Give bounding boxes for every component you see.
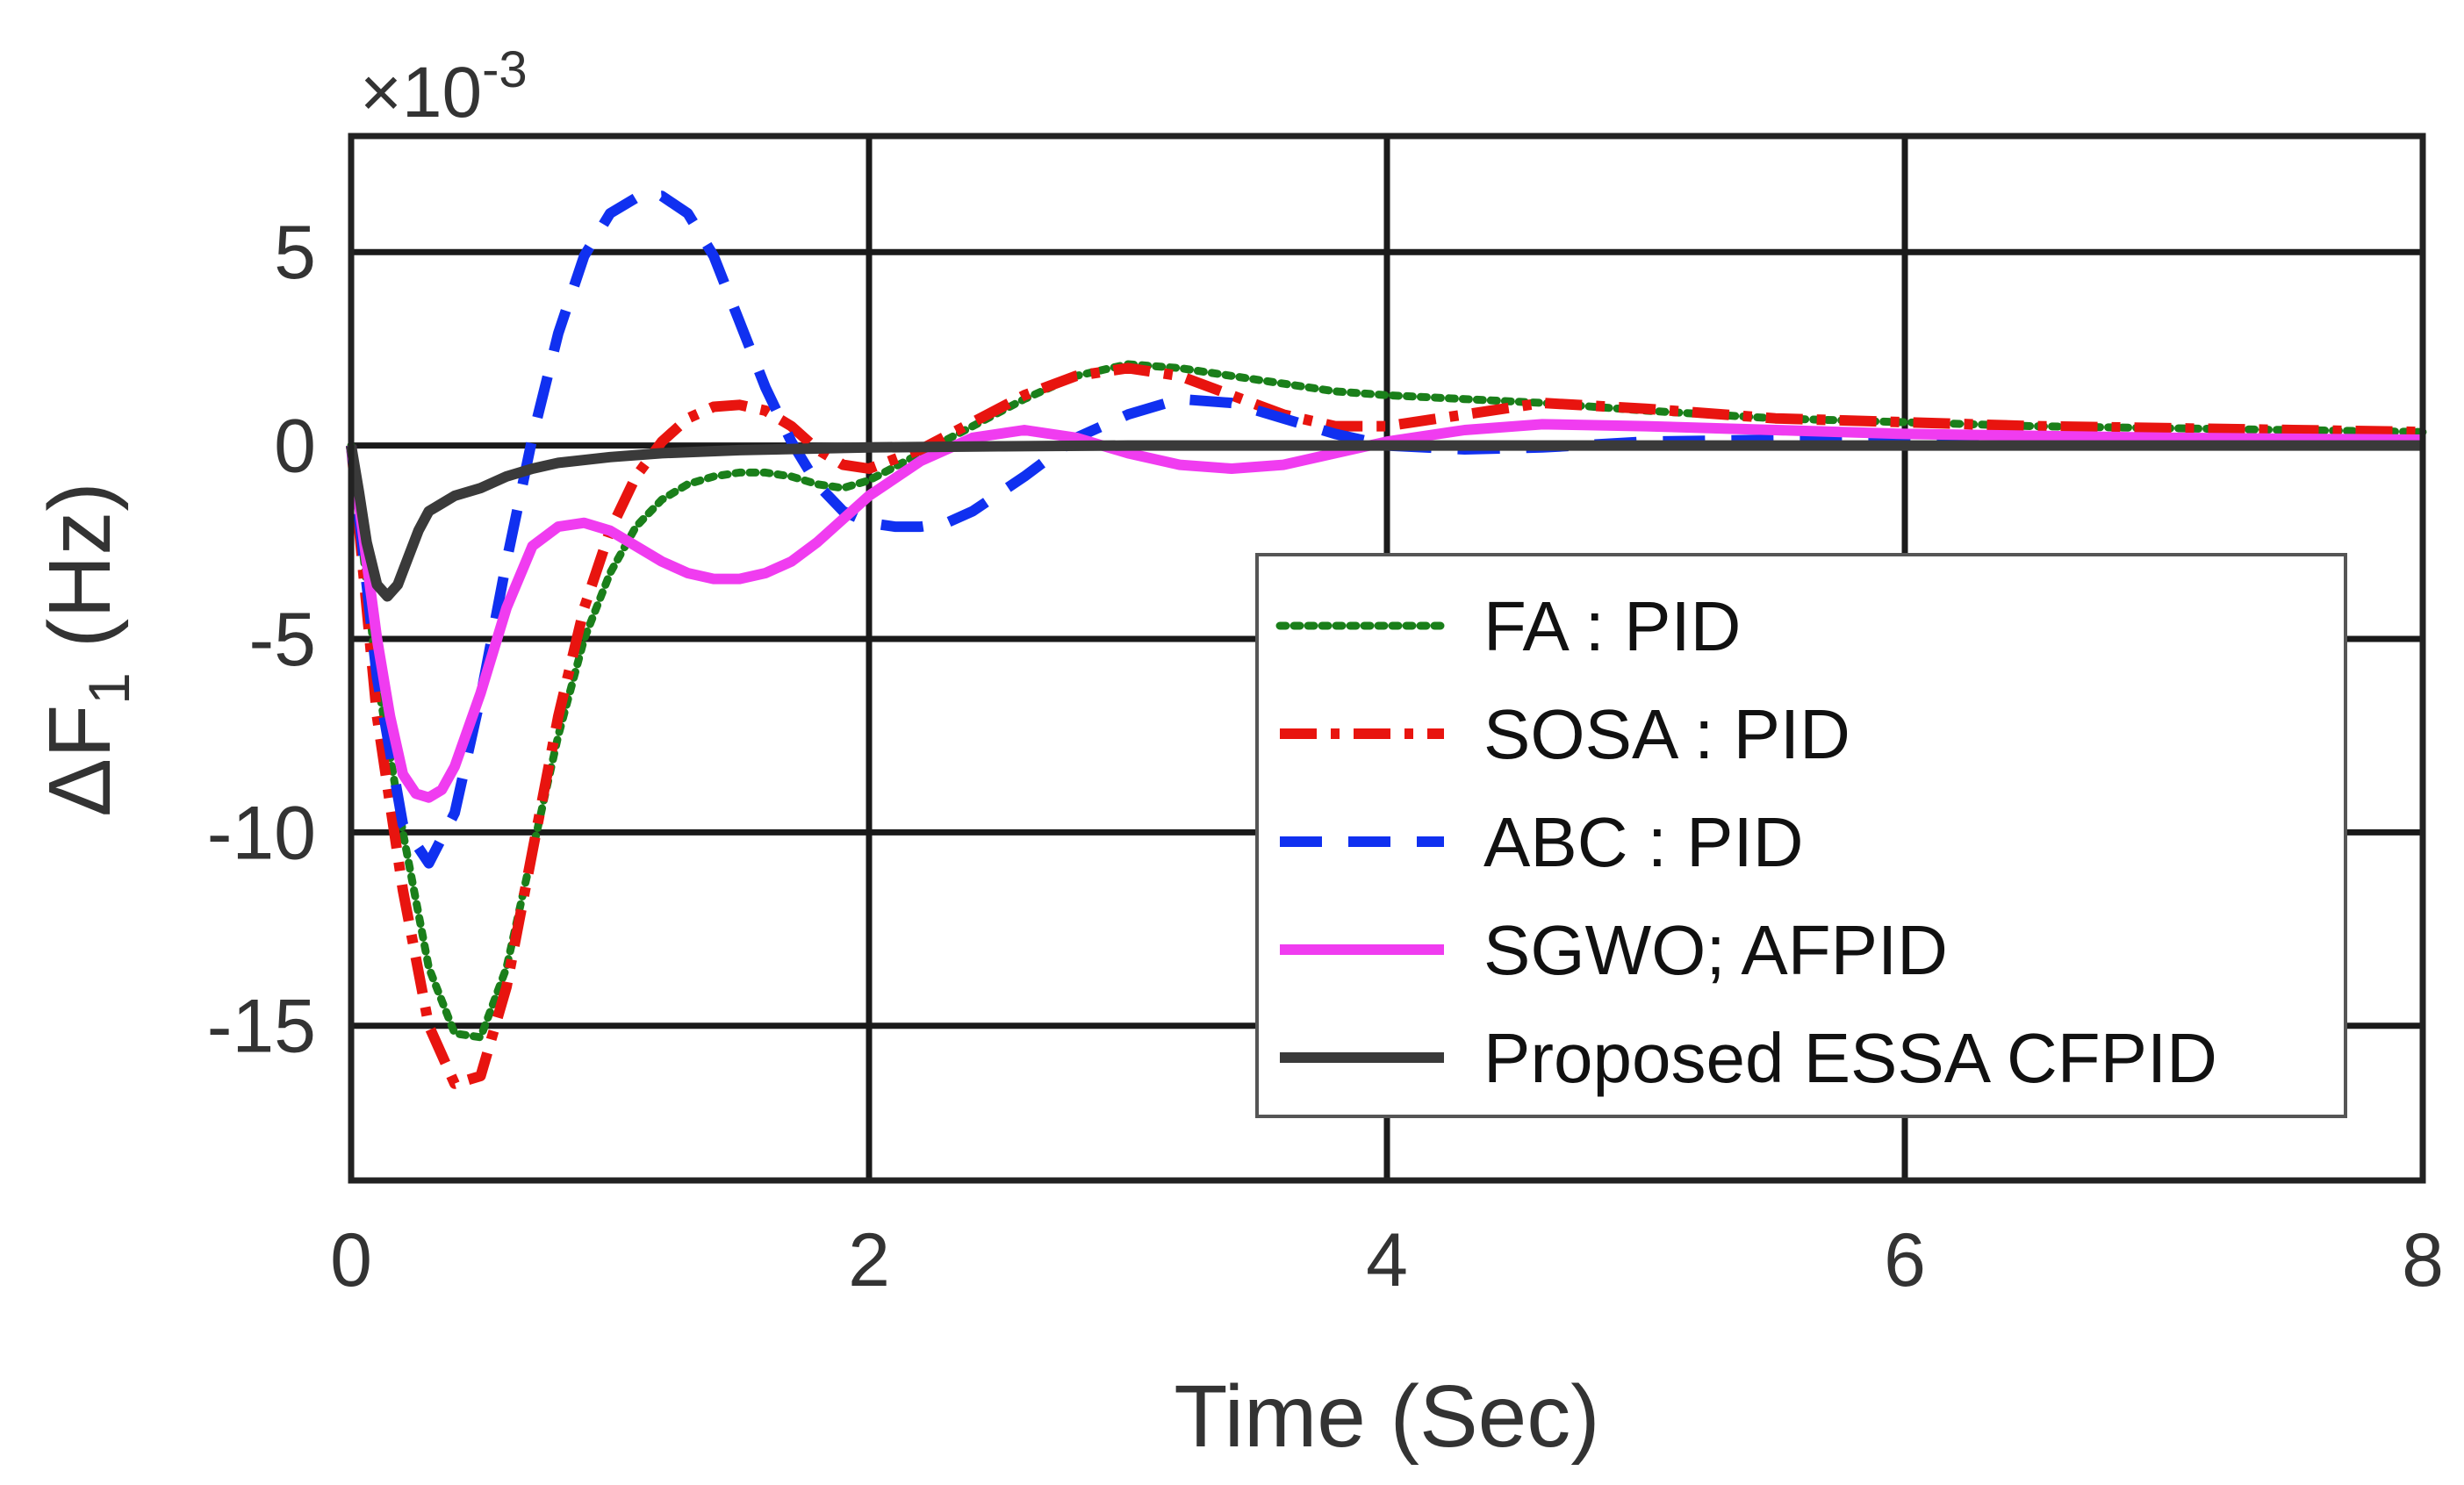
y-axis-label: ΔF1 (Hz) bbox=[31, 482, 141, 816]
y-tick-labels: 5 0 -5 -10 -15 bbox=[207, 211, 316, 1068]
legend-entries: FA : PID SOSA : PID ABC : PID SGWO; AFPID Pr… bbox=[1275, 587, 2217, 1097]
y-tick-label: -10 bbox=[207, 791, 316, 875]
y-multiplier-label: ×10-3 bbox=[360, 41, 528, 133]
x-tick-label: 6 bbox=[1884, 1218, 1926, 1302]
y-tick-label: 5 bbox=[274, 211, 316, 295]
y-axis-label-suffix: (Hz) bbox=[31, 482, 129, 648]
y-axis-label-prefix: ΔF bbox=[31, 705, 129, 817]
x-tick-label: 2 bbox=[848, 1218, 890, 1302]
legend-box bbox=[1255, 553, 2347, 1118]
x-tick-label: 8 bbox=[2402, 1218, 2444, 1302]
y-multiplier-base: 10 bbox=[402, 53, 482, 133]
x-tick-label: 0 bbox=[330, 1218, 372, 1302]
series-lines bbox=[346, 190, 2427, 1089]
series-line-sosa-pid bbox=[346, 362, 2424, 1089]
legend: FA : PID SOSA : PID ABC : PID SGWO; AFPID Pr… bbox=[1255, 553, 2347, 1118]
y-axis-label-subscript: 1 bbox=[76, 672, 141, 705]
plot-frame bbox=[348, 133, 2426, 1184]
x-axis-label: Time (Sec) bbox=[1174, 1367, 1599, 1466]
x-tick-label: 4 bbox=[1366, 1218, 1408, 1302]
y-tick-label: 0 bbox=[274, 405, 316, 489]
series-line-sgwo-afpid bbox=[346, 419, 2424, 803]
legend-label-sgwo-afpid: SGWO; AFPID bbox=[1483, 911, 1948, 989]
legend-label-proposed-essa-cfpid: Proposed ESSA CFPID bbox=[1483, 1019, 2217, 1097]
legend-label-fa-pid: FA : PID bbox=[1483, 587, 1741, 665]
y-multiplier-exp: -3 bbox=[482, 41, 528, 98]
y-tick-label: -15 bbox=[207, 985, 316, 1069]
y-tick-label: -5 bbox=[249, 598, 316, 682]
legend-label-sosa-pid: SOSA : PID bbox=[1483, 695, 1850, 773]
x-tick-labels: 0 2 4 6 8 bbox=[330, 1218, 2444, 1302]
y-multiplier-times: × bbox=[360, 53, 402, 133]
legend-label-abc-pid: ABC : PID bbox=[1483, 803, 1804, 881]
series-line-proposed-essa-cfpid bbox=[346, 440, 2423, 602]
